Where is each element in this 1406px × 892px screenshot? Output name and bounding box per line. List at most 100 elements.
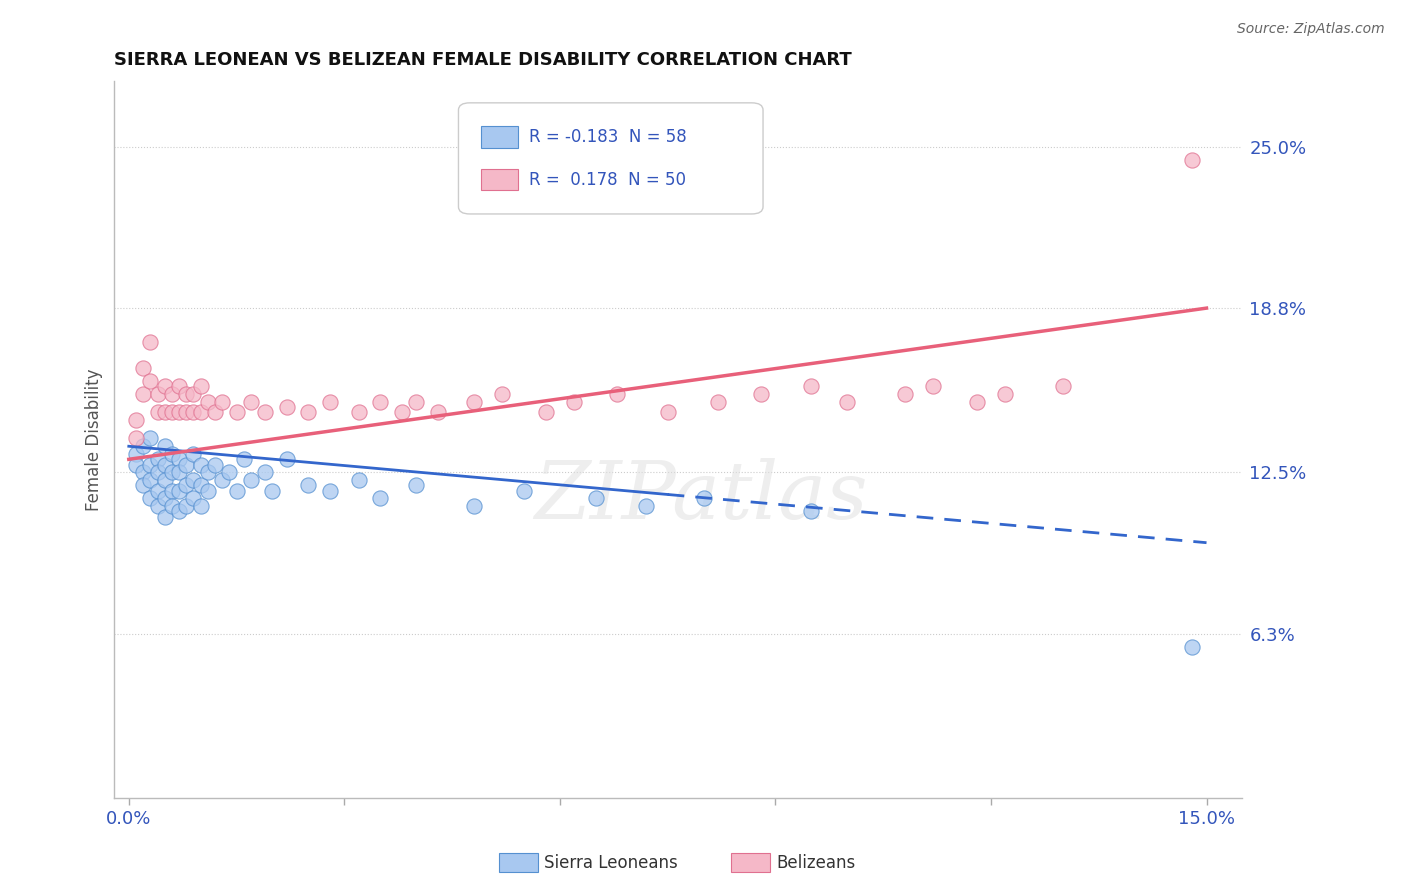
Point	[204, 405, 226, 419]
Point	[167, 483, 190, 498]
Text: Belizeans: Belizeans	[776, 854, 855, 871]
Point	[139, 334, 162, 349]
Point	[167, 405, 190, 419]
Point	[707, 395, 730, 409]
Point	[800, 504, 823, 518]
Point	[893, 387, 915, 401]
Point	[183, 491, 205, 506]
Point	[160, 499, 183, 513]
Point	[174, 478, 197, 492]
Point	[513, 483, 536, 498]
Point	[994, 387, 1017, 401]
Point	[463, 499, 485, 513]
FancyBboxPatch shape	[481, 169, 517, 190]
Point	[297, 478, 319, 492]
Point	[153, 458, 176, 472]
Point	[125, 447, 148, 461]
Point	[585, 491, 607, 506]
Point	[368, 395, 391, 409]
Point	[405, 395, 427, 409]
Point	[146, 499, 169, 513]
Point	[239, 395, 262, 409]
Point	[225, 405, 247, 419]
Point	[190, 499, 212, 513]
Text: Sierra Leoneans: Sierra Leoneans	[544, 854, 678, 871]
Point	[692, 491, 714, 506]
Point	[211, 473, 233, 487]
Point	[606, 387, 628, 401]
Text: ZIPatlas: ZIPatlas	[534, 458, 868, 536]
Point	[160, 405, 183, 419]
Point	[190, 405, 212, 419]
Point	[239, 473, 262, 487]
Point	[657, 405, 679, 419]
Point	[125, 432, 148, 446]
Point	[276, 400, 298, 414]
Point	[262, 483, 284, 498]
Point	[174, 387, 197, 401]
Point	[426, 405, 449, 419]
Point	[160, 466, 183, 480]
Point	[160, 387, 183, 401]
Point	[174, 458, 197, 472]
Point	[174, 499, 197, 513]
Point	[297, 405, 319, 419]
Point	[153, 509, 176, 524]
Point	[174, 405, 197, 419]
Point	[190, 478, 212, 492]
Point	[146, 387, 169, 401]
Point	[276, 452, 298, 467]
Point	[347, 473, 370, 487]
Point	[225, 483, 247, 498]
Point	[160, 483, 183, 498]
Point	[125, 413, 148, 427]
Point	[463, 395, 485, 409]
Point	[146, 452, 169, 467]
Point	[491, 387, 513, 401]
Point	[1181, 640, 1204, 654]
Point	[211, 395, 233, 409]
Point	[146, 483, 169, 498]
Point	[636, 499, 658, 513]
Point	[562, 395, 585, 409]
Point	[534, 405, 557, 419]
Point	[204, 458, 226, 472]
Point	[197, 395, 219, 409]
Point	[183, 473, 205, 487]
Point	[966, 395, 988, 409]
Point	[319, 483, 342, 498]
Point	[837, 395, 859, 409]
Point	[132, 466, 155, 480]
Point	[132, 387, 155, 401]
Point	[254, 405, 277, 419]
Point	[183, 405, 205, 419]
Y-axis label: Female Disability: Female Disability	[86, 368, 103, 511]
Point	[153, 473, 176, 487]
Point	[160, 447, 183, 461]
Point	[405, 478, 427, 492]
Point	[319, 395, 342, 409]
Point	[218, 466, 240, 480]
Point	[197, 483, 219, 498]
Point	[132, 361, 155, 376]
Point	[368, 491, 391, 506]
Point	[749, 387, 772, 401]
Point	[232, 452, 254, 467]
Point	[139, 491, 162, 506]
Point	[800, 379, 823, 393]
Point	[153, 439, 176, 453]
Point	[153, 491, 176, 506]
Point	[146, 405, 169, 419]
Point	[132, 478, 155, 492]
Point	[167, 504, 190, 518]
Text: Source: ZipAtlas.com: Source: ZipAtlas.com	[1237, 22, 1385, 37]
Point	[391, 405, 413, 419]
Point	[139, 473, 162, 487]
Point	[190, 458, 212, 472]
Text: SIERRA LEONEAN VS BELIZEAN FEMALE DISABILITY CORRELATION CHART: SIERRA LEONEAN VS BELIZEAN FEMALE DISABI…	[114, 51, 852, 69]
Point	[153, 379, 176, 393]
Text: R = -0.183  N = 58: R = -0.183 N = 58	[529, 128, 686, 146]
Point	[190, 379, 212, 393]
Point	[1181, 153, 1204, 167]
Point	[146, 466, 169, 480]
